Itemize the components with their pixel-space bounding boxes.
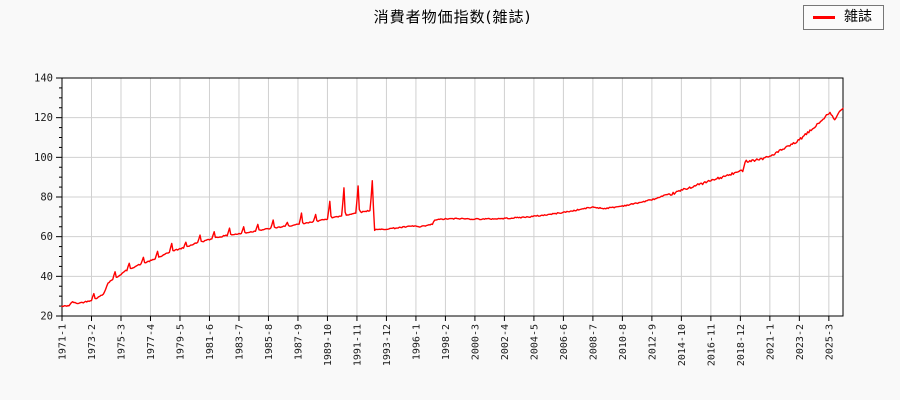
legend: 雑誌 (803, 5, 884, 30)
x-tick-label: 2006-6 (559, 324, 570, 360)
y-tick-label: 140 (34, 73, 53, 85)
x-tick-label: 2018-12 (736, 324, 747, 366)
x-tick-label: 1975-3 (116, 324, 127, 360)
y-tick-label: 100 (34, 152, 53, 164)
x-tick-label: 2023-2 (795, 324, 806, 360)
x-tick-label: 2016-11 (706, 324, 717, 366)
plot-border (61, 77, 844, 317)
x-tick-label: 2012-9 (647, 324, 658, 360)
x-tick-label: 1991-11 (352, 324, 363, 366)
legend-label: 雑誌 (844, 9, 872, 25)
x-tick-label: 1996-1 (411, 324, 422, 360)
x-tick-label: 1977-4 (146, 324, 157, 360)
x-tick-label: 1993-12 (382, 324, 393, 366)
x-tick-label: 2004-5 (529, 324, 540, 360)
x-tick-label: 1983-7 (234, 324, 245, 360)
y-tick-label: 40 (40, 271, 53, 283)
x-tick-label: 2025-3 (824, 324, 835, 360)
x-tick-label: 1973-2 (87, 324, 98, 360)
x-tick-label: 1989-10 (323, 324, 334, 366)
y-tick-label: 60 (40, 231, 53, 243)
y-tick-label: 20 (40, 311, 53, 323)
x-tick-label: 2008-7 (588, 324, 599, 360)
legend-line-swatch (813, 16, 835, 19)
x-tick-label: 1979-5 (175, 324, 186, 360)
x-tick-label: 1998-2 (441, 324, 452, 360)
x-tick-label: 1987-9 (293, 324, 304, 360)
x-tick-label: 1971-1 (58, 324, 69, 360)
x-tick-label: 2002-4 (500, 324, 511, 360)
x-tick-label: 2010-8 (618, 324, 629, 360)
series-line (61, 107, 844, 308)
x-tick-label: 1985-8 (264, 324, 275, 360)
x-tick-label: 2014-10 (677, 324, 688, 366)
chart-title: 消費者物価指数(雑誌) (373, 8, 532, 26)
x-tick-label: 1981-6 (205, 324, 216, 360)
y-tick-label: 120 (34, 112, 53, 124)
x-tick-label: 2021-1 (765, 324, 776, 360)
y-tick-label: 80 (40, 192, 53, 204)
x-tick-label: 2000-3 (470, 324, 481, 360)
